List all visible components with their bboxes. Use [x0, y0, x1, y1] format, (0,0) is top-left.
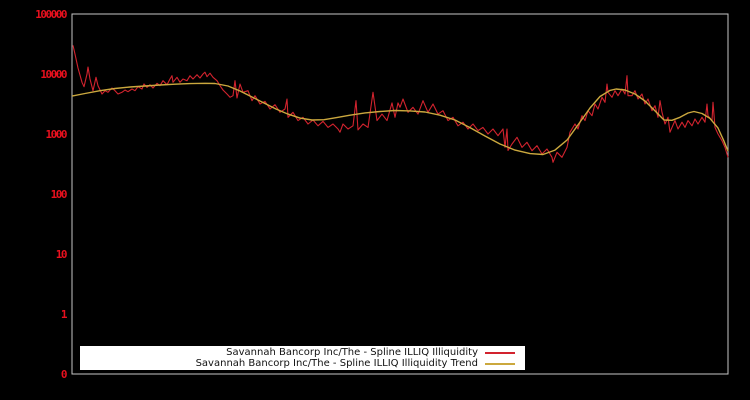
legend-label: Savannah Bancorp Inc/The - Spline ILLIQ … — [226, 347, 478, 358]
legend-line-sample — [485, 351, 515, 354]
illiquidity-line — [72, 45, 729, 163]
legend-label: Savannah Bancorp Inc/The - Spline ILLIQ … — [195, 358, 478, 369]
legend-entry: Savannah Bancorp Inc/The - Spline ILLIQ … — [80, 358, 525, 369]
legend-entry: Savannah Bancorp Inc/The - Spline ILLIQ … — [80, 347, 525, 358]
plot-frame — [71, 13, 729, 375]
y-tick-label: 1 — [61, 308, 68, 321]
y-tick-label: 100000 — [35, 8, 67, 21]
illiquidity-trend-line — [71, 82, 729, 156]
y-tick-label: 10 — [56, 248, 67, 261]
y-tick-label: 0 — [61, 368, 67, 381]
y-tick-label: 10000 — [40, 68, 66, 81]
legend: Savannah Bancorp Inc/The - Spline ILLIQ … — [80, 346, 525, 370]
y-tick-label: 100 — [51, 188, 67, 201]
series-lines — [71, 45, 729, 163]
legend-line-sample — [485, 362, 515, 365]
y-tick-label: 1000 — [46, 128, 67, 141]
